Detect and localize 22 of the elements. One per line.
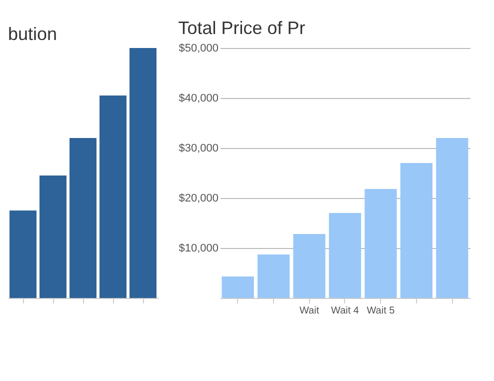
bar (40, 176, 66, 298)
bar (364, 189, 397, 298)
y-tick-label: $10,000 (178, 242, 218, 254)
bar (436, 138, 468, 298)
bar (328, 213, 362, 298)
x-tick-label: Wait 4 (331, 306, 360, 316)
bar (293, 234, 326, 298)
bar (70, 138, 96, 298)
bar (258, 254, 290, 298)
y-tick-label: $20,000 (178, 192, 218, 204)
bar (222, 276, 254, 298)
bar (10, 210, 36, 298)
bar (400, 163, 432, 298)
y-tick-label: $50,000 (178, 42, 218, 54)
x-tick-label: Wait (299, 306, 320, 316)
x-tick-label: Wait 5 (366, 306, 396, 316)
y-tick-label: $40,000 (178, 92, 218, 104)
chart-title: Total Price of Pr (178, 18, 306, 38)
y-tick-label: $30,000 (178, 142, 218, 154)
bar (100, 96, 126, 298)
bar (130, 48, 156, 298)
chart-title: bution (8, 24, 58, 44)
